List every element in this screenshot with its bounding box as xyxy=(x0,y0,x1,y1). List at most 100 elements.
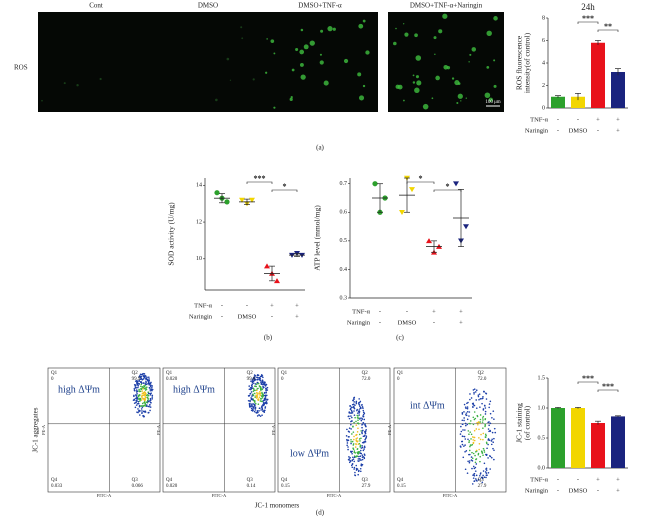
flow-event xyxy=(485,441,488,444)
cell-signal xyxy=(415,55,422,61)
flow-event xyxy=(483,449,485,452)
data-point xyxy=(239,197,245,203)
condition-value: - xyxy=(557,127,559,134)
flow-event xyxy=(149,394,152,396)
flow-event xyxy=(468,440,471,442)
flow-event xyxy=(141,382,143,384)
condition-value: - xyxy=(406,308,408,315)
flow-event xyxy=(484,410,487,413)
flow-event xyxy=(254,396,256,398)
data-point xyxy=(463,224,469,230)
flow-event xyxy=(361,445,363,447)
flow-event xyxy=(360,459,362,461)
flow-event xyxy=(253,410,256,413)
flow-event xyxy=(475,458,477,461)
flow-event xyxy=(260,397,262,400)
flow-event xyxy=(489,429,491,432)
flow-event xyxy=(345,435,348,437)
cell-signal xyxy=(469,53,472,56)
flow-event xyxy=(138,405,141,408)
flow-event xyxy=(357,460,359,462)
condition-label: TNF-α xyxy=(352,308,370,315)
flow-event xyxy=(485,454,488,456)
flow-event xyxy=(254,378,257,381)
flow-event xyxy=(144,410,146,412)
flow-event xyxy=(149,409,151,412)
flow-event xyxy=(353,396,356,399)
bar xyxy=(611,72,625,108)
flow-event xyxy=(250,391,253,393)
flow-event xyxy=(253,392,256,395)
flow-event xyxy=(259,393,261,395)
significance-label: * xyxy=(419,174,423,183)
condition-label: Naringin xyxy=(525,127,549,134)
condition-value: + xyxy=(596,116,600,123)
flow-event xyxy=(364,440,366,443)
y-tick-label: 1.5 xyxy=(538,375,546,381)
cell-signal xyxy=(299,62,304,67)
flow-event xyxy=(483,390,485,393)
flow-event xyxy=(263,399,265,401)
flow-event xyxy=(485,398,488,400)
flow-event xyxy=(252,380,255,383)
flow-event xyxy=(250,387,253,390)
bar xyxy=(591,42,605,108)
flow-event xyxy=(133,402,136,404)
cell-signal xyxy=(99,77,102,81)
flow-event xyxy=(464,429,466,431)
flow-event xyxy=(263,391,266,394)
flow-event xyxy=(478,422,481,425)
flow-event xyxy=(353,466,356,469)
flow-event xyxy=(262,410,264,412)
flow-event xyxy=(143,375,146,378)
quadrant-value: 0.15 xyxy=(281,484,290,489)
flow-event xyxy=(259,394,262,397)
flow-event xyxy=(260,381,262,384)
flow-event xyxy=(484,424,487,427)
flow-event xyxy=(261,380,263,383)
flow-event xyxy=(361,430,364,432)
flow-event xyxy=(349,456,351,459)
flow-event xyxy=(353,401,356,403)
chart-title: 24h xyxy=(581,2,595,12)
flow-event xyxy=(254,402,257,405)
flow-event xyxy=(488,403,491,405)
panel-label: (a) xyxy=(316,144,324,152)
flow-event xyxy=(362,407,364,409)
flow-event xyxy=(252,399,255,402)
flow-event xyxy=(135,396,138,398)
flow-event xyxy=(360,437,362,440)
cell-signal xyxy=(300,28,304,32)
quadrant-name: Q1 xyxy=(281,371,288,376)
flow-event xyxy=(473,418,476,421)
flow-event xyxy=(256,378,259,381)
flow-event xyxy=(359,455,362,458)
flow-event xyxy=(477,452,480,455)
flow-event xyxy=(473,436,475,439)
y-tick-label: 2 xyxy=(542,83,545,89)
flow-event xyxy=(359,418,361,420)
flow-event xyxy=(252,394,255,397)
flow-event xyxy=(491,431,494,434)
flow-event xyxy=(475,449,478,452)
flow-event xyxy=(362,413,365,416)
flow-event xyxy=(353,450,356,452)
flow-event xyxy=(473,391,475,394)
flow-event xyxy=(471,460,474,462)
flow-event xyxy=(139,397,141,400)
flow-event xyxy=(148,378,150,380)
flow-event xyxy=(259,375,262,378)
flow-event xyxy=(471,467,473,470)
flow-event xyxy=(138,400,141,402)
flow-event xyxy=(349,405,352,407)
flow-event xyxy=(351,450,353,453)
flow-event xyxy=(142,387,144,390)
flow-event xyxy=(481,481,484,484)
cell-signal xyxy=(362,19,366,23)
flow-event xyxy=(473,474,476,477)
flow-event xyxy=(146,383,148,385)
flow-event xyxy=(256,392,259,394)
flow-event xyxy=(459,433,462,435)
flow-event xyxy=(148,382,151,385)
flow-event xyxy=(477,423,479,426)
